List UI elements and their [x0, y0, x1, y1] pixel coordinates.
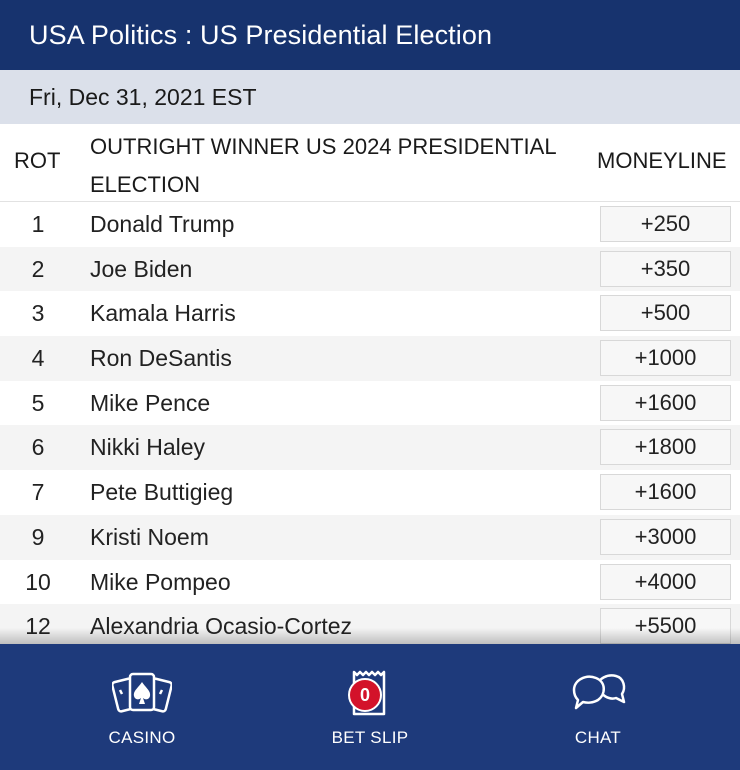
- page-title: USA Politics : US Presidential Election: [29, 19, 493, 50]
- moneyline-odds-button[interactable]: +1600: [600, 384, 731, 421]
- table-row: 10 Mike Pompeo +4000: [0, 560, 740, 605]
- candidate-name: Nikki Haley: [90, 434, 206, 461]
- table-row: 2 Joe Biden +350: [0, 246, 740, 292]
- bottom-nav: CASINO 0 BET SLIP CHAT: [0, 644, 740, 770]
- moneyline-odds-button[interactable]: +1000: [600, 340, 731, 377]
- moneyline-odds-button[interactable]: +350: [600, 250, 731, 287]
- column-header-event: OUTRIGHT WINNER US 2024 PRESIDENTIAL ELE…: [90, 134, 556, 197]
- table-row: 3 Kamala Harris +500: [0, 291, 740, 336]
- candidate-name: Pete Buttigieg: [90, 479, 234, 506]
- rotation-number: 2: [31, 255, 45, 282]
- table-row: 5 Mike Pence +1600: [0, 381, 740, 426]
- moneyline-odds-button[interactable]: +250: [600, 206, 731, 242]
- rotation-number: 10: [25, 568, 51, 595]
- chat-label: CHAT: [574, 728, 622, 747]
- rotation-number: 12: [25, 613, 51, 640]
- table-header: ROT OUTRIGHT WINNER US 2024 PRESIDENTIAL…: [0, 124, 740, 202]
- casino-button[interactable]: CASINO: [42, 644, 242, 770]
- casino-label: CASINO: [108, 728, 176, 747]
- bet-slip-count-badge: 0: [348, 678, 382, 712]
- rotation-number: 6: [31, 434, 45, 461]
- moneyline-odds-button[interactable]: +1800: [600, 429, 731, 466]
- moneyline-odds-button[interactable]: +3000: [600, 518, 731, 555]
- column-header-moneyline: MONEYLINE: [597, 148, 727, 173]
- candidate-name: Joe Biden: [90, 255, 193, 282]
- chat-button[interactable]: CHAT: [498, 644, 698, 770]
- candidate-name: Kamala Harris: [90, 300, 236, 327]
- moneyline-odds-button[interactable]: +500: [600, 295, 731, 332]
- moneyline-odds-button[interactable]: +1600: [600, 474, 731, 511]
- rotation-number: 4: [31, 345, 45, 372]
- rotation-number: 7: [31, 479, 45, 506]
- event-date: Fri, Dec 31, 2021 EST: [29, 83, 257, 110]
- chat-bubbles-icon: [572, 674, 626, 710]
- scroll-shadow: [0, 628, 740, 644]
- candidate-name: Mike Pompeo: [90, 568, 231, 595]
- moneyline-odds-button[interactable]: +5500: [600, 608, 731, 644]
- bet-slip-button[interactable]: 0 BET SLIP: [270, 644, 470, 770]
- rotation-number: 3: [31, 300, 45, 327]
- table-row: 1 Donald Trump +250: [0, 202, 740, 247]
- moneyline-odds-button[interactable]: +4000: [600, 563, 731, 600]
- playing-cards-icon: [112, 672, 172, 713]
- page-header: USA Politics : US Presidential Election: [0, 0, 740, 70]
- candidate-name: Mike Pence: [90, 389, 211, 416]
- date-bar: Fri, Dec 31, 2021 EST: [0, 70, 740, 124]
- candidate-name: Ron DeSantis: [90, 345, 232, 372]
- rotation-number: 9: [31, 523, 45, 550]
- table-body: 1 Donald Trump +250 2 Joe Biden +350 3 K…: [0, 202, 740, 644]
- rotation-number: 1: [31, 211, 45, 237]
- bet-slip-label: BET SLIP: [331, 728, 409, 747]
- rotation-number: 5: [31, 389, 45, 416]
- table-row: 12 Alexandria Ocasio-Cortez +5500: [0, 604, 740, 644]
- table-row: 6 Nikki Haley +1800: [0, 425, 740, 471]
- table-row: 4 Ron DeSantis +1000: [0, 336, 740, 381]
- candidate-name: Alexandria Ocasio-Cortez: [90, 613, 353, 640]
- odds-table: ROT OUTRIGHT WINNER US 2024 PRESIDENTIAL…: [0, 124, 740, 644]
- column-header-rot: ROT: [14, 148, 61, 173]
- candidate-name: Kristi Noem: [90, 523, 209, 550]
- table-row: 7 Pete Buttigieg +1600: [0, 470, 740, 515]
- table-row: 9 Kristi Noem +3000: [0, 514, 740, 560]
- candidate-name: Donald Trump: [90, 211, 235, 237]
